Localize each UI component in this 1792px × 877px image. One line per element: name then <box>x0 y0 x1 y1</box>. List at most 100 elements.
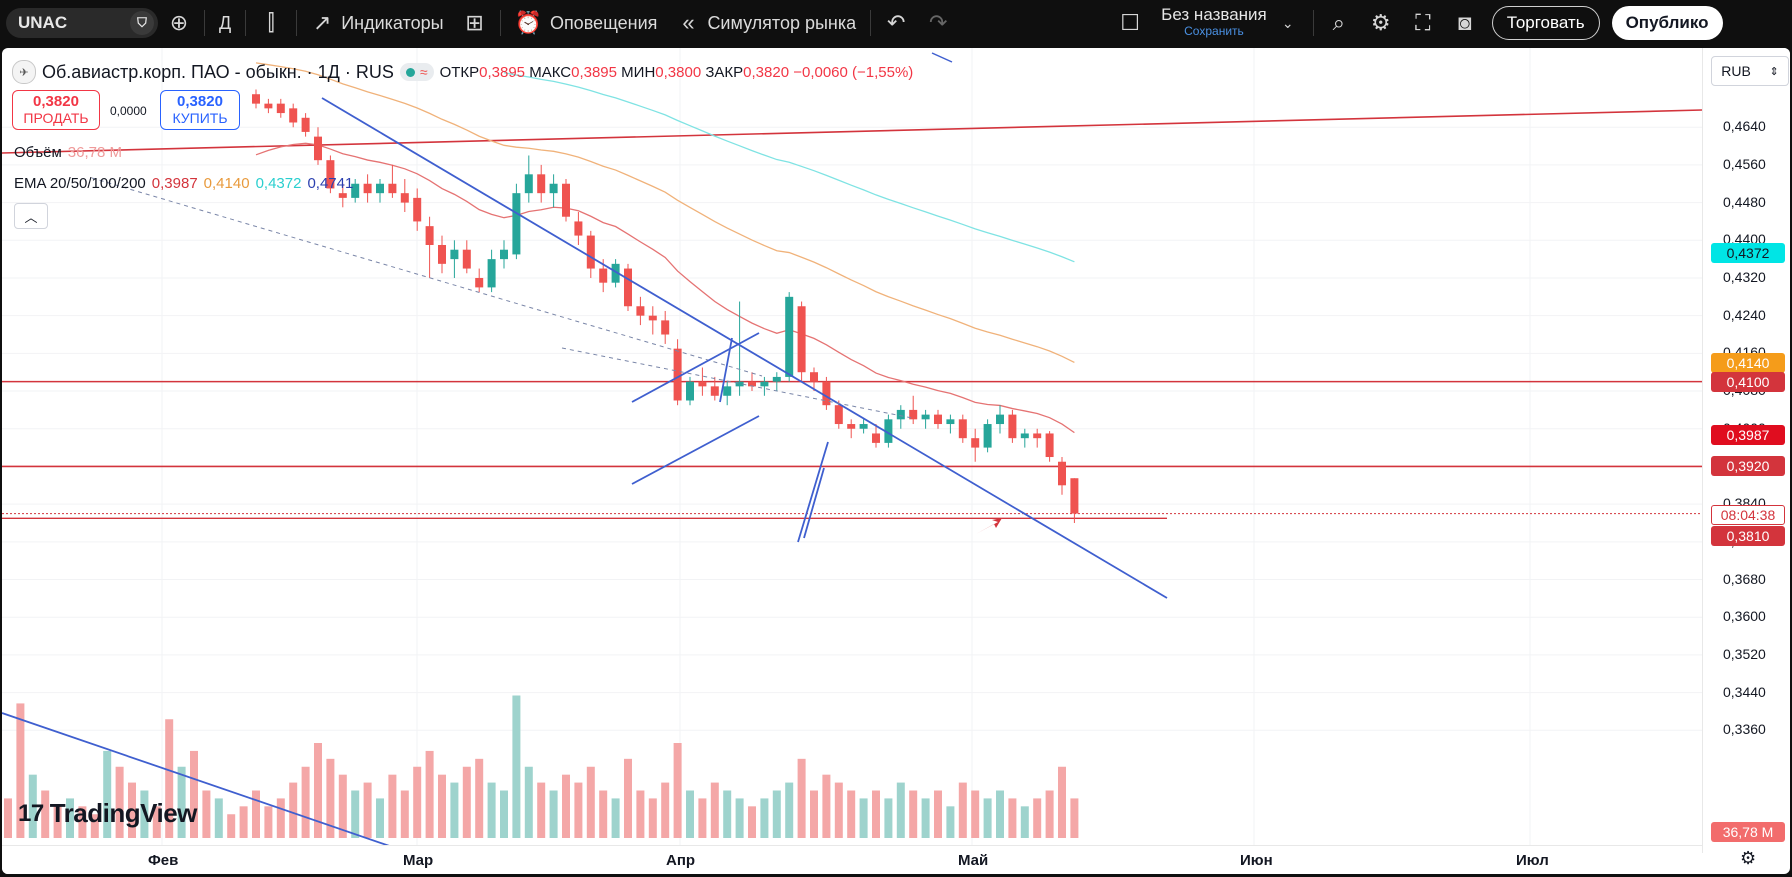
time-tick: Фев <box>148 852 179 869</box>
publish-button[interactable]: Опублико <box>1611 6 1723 40</box>
candle-body <box>748 381 756 387</box>
volume-bar <box>785 782 794 838</box>
snapshot-button[interactable]: ◙ <box>1444 5 1486 41</box>
interval-button[interactable]: Д <box>209 5 241 41</box>
templates-button[interactable]: ⊞ <box>454 5 496 41</box>
volume-bar <box>152 806 161 838</box>
volume-bar <box>264 806 273 838</box>
volume-bar <box>1020 806 1029 838</box>
volume-bar <box>289 782 298 838</box>
time-scale[interactable]: Фев Мар Апр Май Июн Июл <box>2 845 1702 874</box>
price-label-level-high: 0,4100 <box>1711 371 1785 392</box>
volume-bar <box>611 798 620 838</box>
gear-icon: ⚙ <box>1740 848 1757 868</box>
dashed-channel-line <box>91 177 763 377</box>
sell-button[interactable]: 0,3820 ПРОДАТЬ <box>12 90 100 130</box>
chart-pane[interactable]: ✈ Об.авиастр.корп. ПАО - обыкн. · 1Д · R… <box>2 48 1790 874</box>
buy-button[interactable]: 0,3820 КУПИТЬ <box>160 90 240 130</box>
spread-value: 0,0000 <box>110 104 147 118</box>
collapse-legend-button[interactable]: ︿ <box>14 203 48 229</box>
redo-icon: ↷ <box>928 10 948 35</box>
volume-bar <box>599 790 608 838</box>
volume-bar <box>1058 766 1066 838</box>
volume-bar <box>413 766 422 838</box>
candle-body <box>797 306 806 373</box>
chart-type-button[interactable]: ⫿ <box>250 5 292 41</box>
company-logo-icon: ✈ <box>12 60 36 84</box>
candle-body <box>735 381 744 387</box>
symbol-title[interactable]: Об.авиастр.корп. ПАО - обыкн. · 1Д · RUS <box>42 61 394 82</box>
ema100-line <box>503 72 1075 263</box>
volume-bar <box>562 774 570 838</box>
layout-title-button[interactable]: Без названия Сохранить <box>1161 6 1267 39</box>
price-scale[interactable]: RUB ⇕ 0,4640 0,4560 0,4480 0,4400 0,4320 0,42… <box>1702 48 1790 853</box>
volume-bar <box>698 798 707 838</box>
volume-value: 36,78 M <box>67 144 122 161</box>
price-tick: 0,3680 <box>1723 570 1766 587</box>
price-tick: 0,3600 <box>1723 608 1766 625</box>
candle-body <box>611 263 620 283</box>
delayed-data-icon: ≈ <box>419 64 428 80</box>
volume-bar <box>214 798 223 838</box>
ema-legend[interactable]: EMA 20/50/100/200 0,3987 0,4140 0,4372 0… <box>14 175 353 192</box>
volume-bar <box>1045 790 1054 838</box>
volume-legend[interactable]: Объём 36,78 M <box>14 144 122 161</box>
low-value: 0,3800 <box>655 63 702 81</box>
tradingview-logo[interactable]: 17 TradingView <box>18 798 197 829</box>
currency-button[interactable]: RUB ⇕ <box>1711 56 1789 86</box>
price-tick: 0,4320 <box>1723 268 1766 285</box>
alarm-clock-icon: ⏰ <box>514 10 542 35</box>
symbol-legend: ✈ Об.авиастр.корп. ПАО - обыкн. · 1Д · R… <box>12 60 913 84</box>
undo-button[interactable]: ↶ <box>875 5 917 41</box>
candle-body <box>872 433 880 443</box>
volume-bar <box>487 782 496 838</box>
dashed-channel-line <box>561 347 913 419</box>
buy-label: КУПИТЬ <box>172 110 228 126</box>
volume-bar <box>909 790 918 838</box>
volume-bar <box>896 782 905 838</box>
market-status-badge[interactable]: ≈ <box>399 63 434 81</box>
volume-bar <box>1070 798 1079 838</box>
descending-trendline <box>321 97 1168 599</box>
volume-bar <box>450 782 459 838</box>
layout-toggle-button[interactable]: ☐ <box>1109 5 1151 41</box>
volume-bar <box>128 782 136 838</box>
fullscreen-button[interactable]: ⛶ <box>1402 5 1444 41</box>
fullscreen-icon: ⛶ <box>1415 10 1431 35</box>
price-label-level-mid: 0,3920 <box>1711 456 1785 477</box>
high-label: МАКС <box>529 63 572 81</box>
settings-button[interactable]: ⚙ <box>1360 5 1402 41</box>
volume-bar <box>884 798 893 838</box>
volume-bar <box>177 766 186 838</box>
flag-lower-line <box>631 415 760 485</box>
wedge-line <box>803 467 825 539</box>
currency-label: RUB <box>1721 63 1751 79</box>
candle-body <box>847 424 856 429</box>
replay-button[interactable]: « Симулятор рынка <box>667 5 866 41</box>
price-tick: 0,4400 <box>1723 231 1766 248</box>
scale-settings-button[interactable]: ⚙ <box>1740 848 1756 869</box>
symbol-badge-icon[interactable]: ⛉ <box>130 11 154 35</box>
candle-body <box>264 103 273 109</box>
volume-bar <box>847 790 856 838</box>
indicators-button[interactable]: ↗ Индикаторы <box>301 5 453 41</box>
quick-search-button[interactable]: ⌕ <box>1318 5 1360 41</box>
chart-canvas[interactable] <box>2 48 1790 874</box>
sell-price: 0,3820 <box>33 93 79 110</box>
layout-menu-button[interactable]: ⌄ <box>1267 5 1309 41</box>
volume-bar <box>661 782 670 838</box>
volume-bar <box>276 798 285 838</box>
redo-button[interactable]: ↷ <box>917 5 959 41</box>
candle-body <box>698 381 707 387</box>
volume-bar <box>710 782 719 838</box>
candle-body <box>1033 433 1042 439</box>
trade-button[interactable]: Торговать <box>1491 6 1600 40</box>
volume-bar <box>760 798 769 838</box>
candle-body <box>400 193 409 203</box>
alerts-button[interactable]: ⏰ Оповещения <box>505 5 668 41</box>
compare-symbol-button[interactable]: ⊕ <box>158 5 200 41</box>
sloped-level-line <box>2 109 1703 154</box>
symbol-search-button[interactable]: UNAC ⛉ <box>6 8 158 38</box>
save-link[interactable]: Сохранить <box>1184 24 1244 38</box>
alerts-label: Оповещения <box>549 12 658 33</box>
